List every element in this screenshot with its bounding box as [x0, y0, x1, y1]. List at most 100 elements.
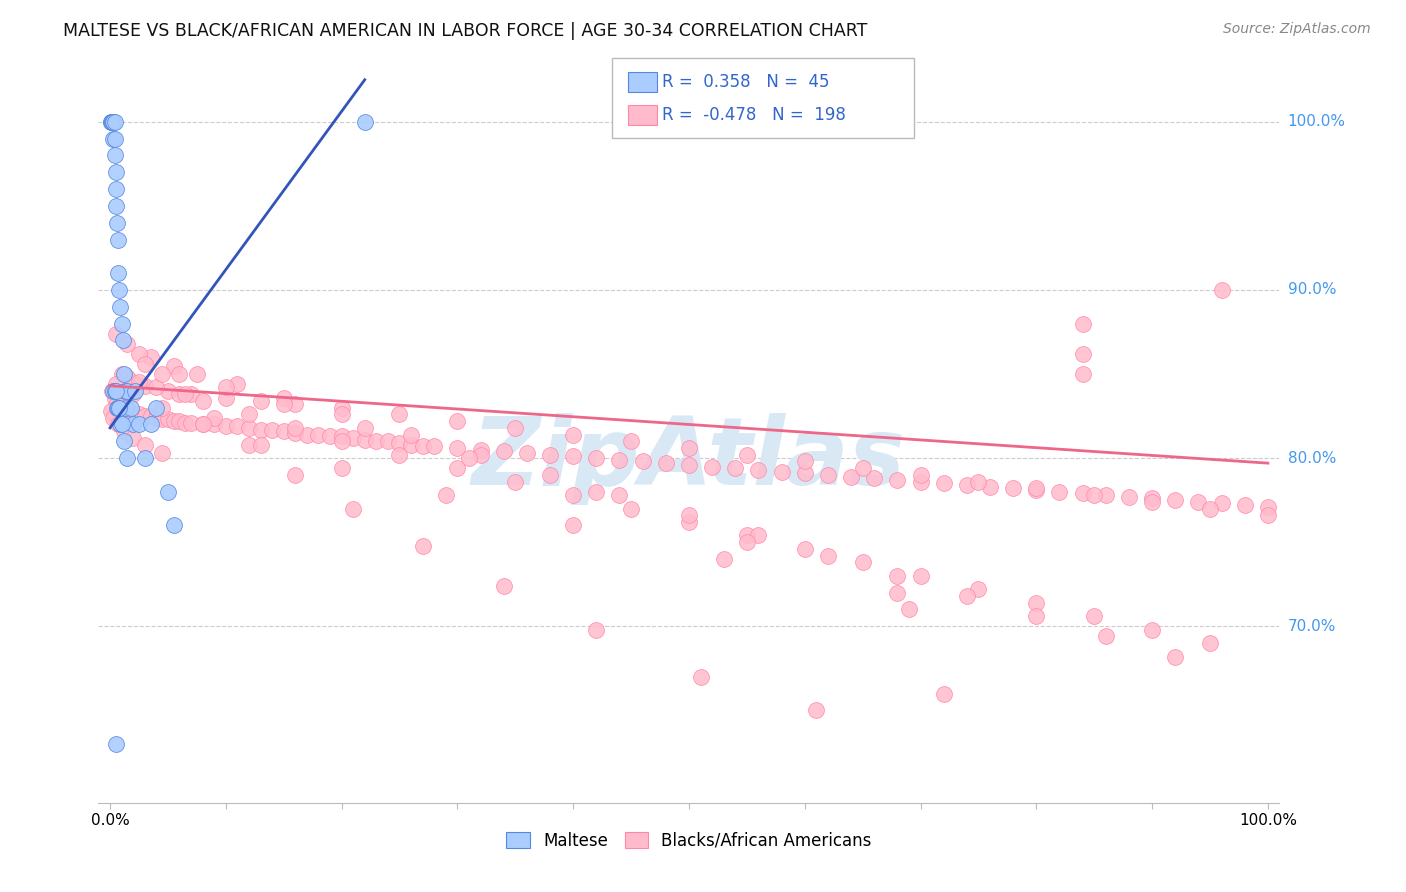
- Point: [562, 518, 585, 533]
- Point: [163, 359, 186, 373]
- Point: [1140, 495, 1163, 509]
- Text: Source: ZipAtlas.com: Source: ZipAtlas.com: [1223, 22, 1371, 37]
- Point: [538, 448, 561, 462]
- Point: [1049, 484, 1071, 499]
- Point: [104, 131, 127, 145]
- Point: [538, 467, 561, 482]
- Point: [956, 478, 979, 492]
- Point: [249, 393, 271, 408]
- Point: [117, 404, 139, 418]
- Point: [163, 518, 186, 533]
- Point: [910, 569, 932, 583]
- Point: [1257, 500, 1279, 514]
- Point: [910, 467, 932, 482]
- Point: [1187, 495, 1209, 509]
- Point: [932, 686, 955, 700]
- Point: [101, 384, 124, 398]
- Point: [273, 391, 295, 405]
- Point: [713, 552, 735, 566]
- Point: [104, 199, 127, 213]
- Point: [104, 384, 127, 398]
- Point: [169, 367, 191, 381]
- Point: [470, 448, 492, 462]
- Point: [156, 484, 179, 499]
- Point: [516, 446, 538, 460]
- Point: [117, 451, 139, 466]
- Point: [103, 115, 125, 129]
- Point: [1025, 609, 1047, 624]
- Point: [412, 539, 434, 553]
- Point: [967, 475, 990, 489]
- Point: [585, 623, 607, 637]
- Point: [202, 417, 225, 432]
- Point: [1140, 623, 1163, 637]
- Point: [412, 439, 434, 453]
- Point: [852, 555, 875, 569]
- Point: [117, 336, 139, 351]
- Point: [735, 528, 758, 542]
- Text: 100.0%: 100.0%: [1288, 114, 1346, 129]
- Point: [114, 384, 136, 398]
- Point: [150, 367, 173, 381]
- Point: [678, 458, 700, 472]
- Point: [180, 387, 202, 401]
- Point: [319, 429, 342, 443]
- Point: [284, 467, 307, 482]
- Point: [104, 182, 127, 196]
- Text: 70.0%: 70.0%: [1288, 619, 1336, 633]
- Point: [342, 501, 364, 516]
- Point: [377, 434, 399, 449]
- Point: [678, 441, 700, 455]
- Point: [793, 454, 815, 468]
- Point: [446, 441, 468, 455]
- Point: [191, 417, 214, 432]
- Point: [134, 379, 156, 393]
- Point: [103, 131, 125, 145]
- Point: [886, 585, 908, 599]
- Text: 90.0%: 90.0%: [1288, 283, 1336, 297]
- Point: [115, 401, 138, 415]
- Point: [107, 417, 129, 432]
- Legend: Maltese, Blacks/African Americans: Maltese, Blacks/African Americans: [499, 825, 879, 856]
- Point: [238, 408, 260, 422]
- Point: [1233, 498, 1256, 512]
- Point: [104, 384, 127, 398]
- Point: [110, 417, 132, 432]
- Point: [585, 484, 607, 499]
- Point: [330, 429, 353, 443]
- Point: [105, 216, 128, 230]
- Point: [503, 475, 526, 489]
- Point: [863, 471, 886, 485]
- Point: [103, 384, 125, 398]
- Point: [1164, 649, 1187, 664]
- Point: [562, 488, 585, 502]
- Point: [330, 401, 353, 415]
- Point: [150, 446, 173, 460]
- Point: [134, 437, 156, 451]
- Point: [1083, 488, 1105, 502]
- Text: 80.0%: 80.0%: [1288, 450, 1336, 466]
- Point: [104, 326, 127, 341]
- Point: [186, 367, 208, 381]
- Point: [128, 408, 150, 422]
- Point: [724, 461, 747, 475]
- Point: [503, 421, 526, 435]
- Point: [122, 431, 145, 445]
- Point: [100, 115, 122, 129]
- Point: [770, 465, 793, 479]
- Point: [1071, 486, 1094, 500]
- Point: [342, 431, 364, 445]
- Point: [180, 416, 202, 430]
- Point: [852, 461, 875, 475]
- Point: [139, 350, 162, 364]
- Point: [215, 391, 238, 405]
- Point: [678, 515, 700, 529]
- Point: [793, 467, 815, 481]
- Point: [910, 475, 932, 489]
- Point: [104, 148, 127, 162]
- Point: [124, 384, 146, 398]
- Point: [249, 437, 271, 451]
- Point: [330, 461, 353, 475]
- Point: [128, 417, 150, 432]
- Point: [103, 115, 125, 129]
